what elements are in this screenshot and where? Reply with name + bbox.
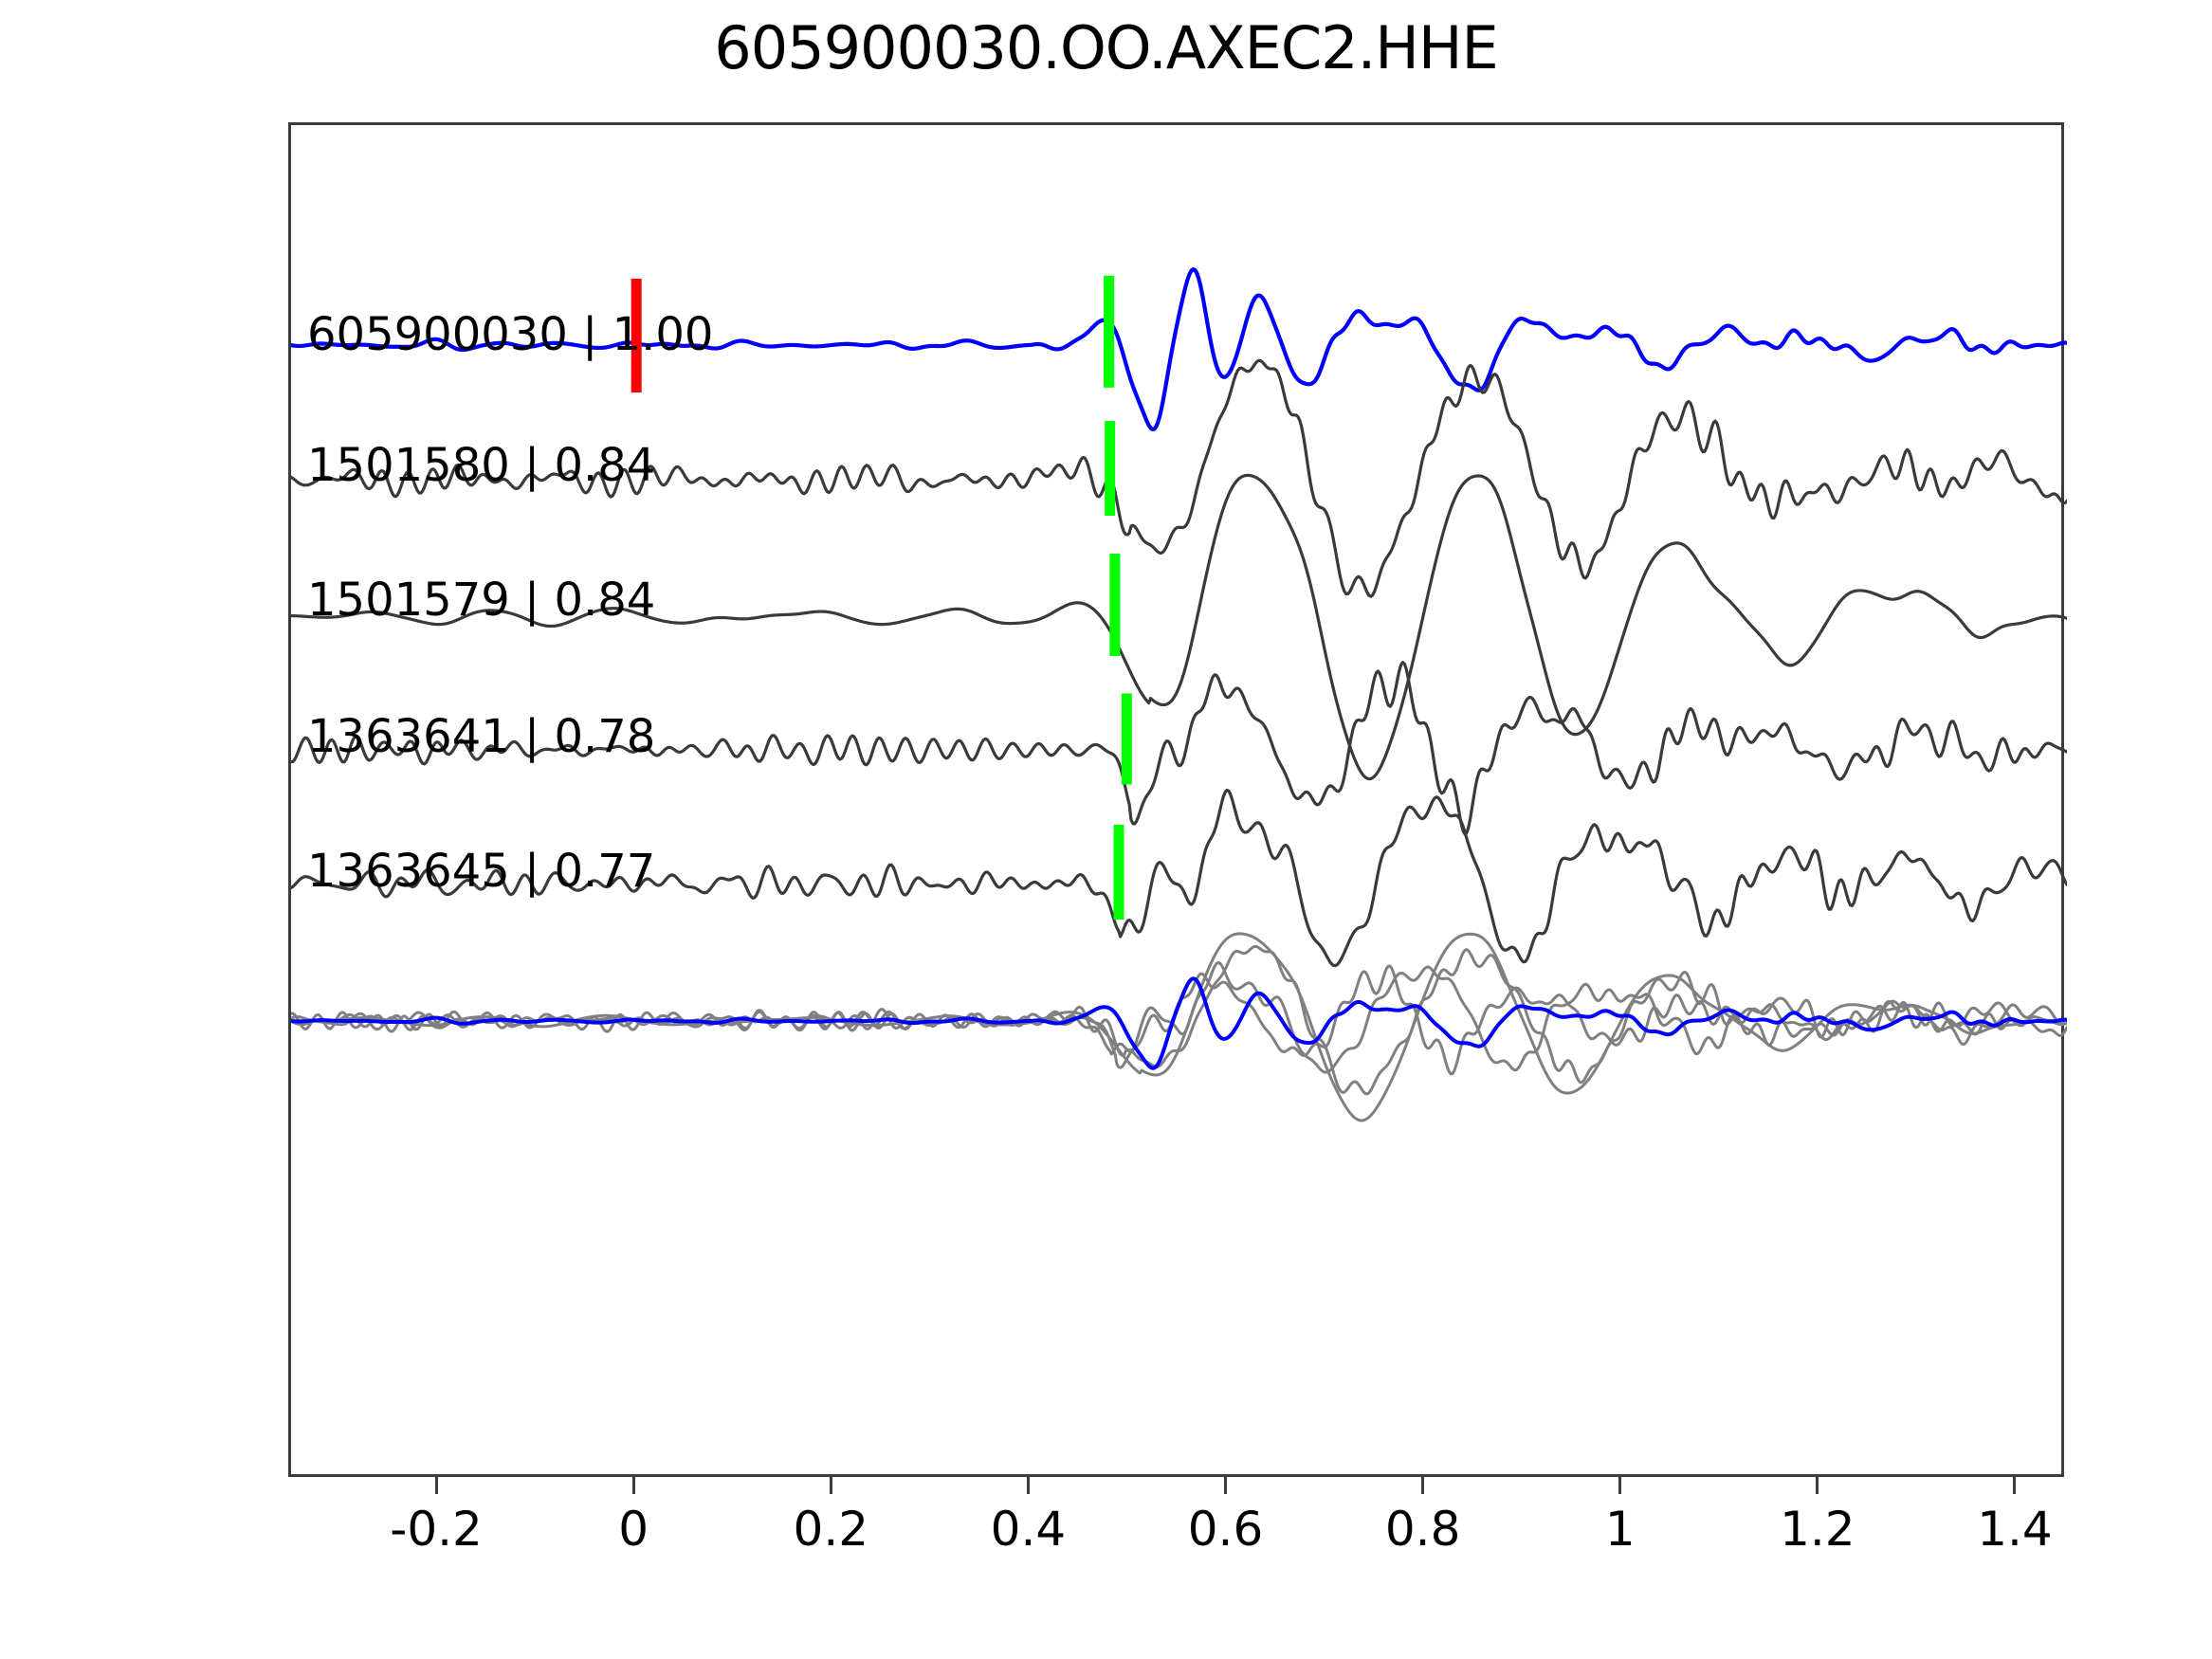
x-tick-label: 0.6 xyxy=(1187,1502,1264,1557)
x-axis-ticks: -0.2 0 0.2 0.4 0.6 0.8 1 1.2 1.4 xyxy=(288,1477,2064,1572)
waveform-line xyxy=(291,976,2067,1070)
x-tick-mark xyxy=(1816,1477,1819,1494)
x-tick-label: 0.8 xyxy=(1384,1502,1461,1557)
x-tick-label: 0 xyxy=(618,1502,649,1557)
waveform-line xyxy=(291,932,2067,1122)
x-tick-mark xyxy=(631,1477,635,1494)
x-tick-mark xyxy=(1618,1477,1622,1494)
waveform-line xyxy=(291,661,2067,836)
x-tick-label: 1.4 xyxy=(1977,1502,2053,1557)
waveform-line xyxy=(291,473,2067,781)
x-tick-label: 0.4 xyxy=(990,1502,1067,1557)
pick-marker-green-stack xyxy=(1104,343,1115,387)
x-tick-mark xyxy=(1026,1477,1030,1494)
x-tick-mark xyxy=(1224,1477,1228,1494)
pick-marker-green xyxy=(1113,825,1124,920)
x-tick-label: 1 xyxy=(1604,1502,1636,1557)
pick-marker-green xyxy=(1109,554,1121,657)
waveform-line xyxy=(291,960,2067,1074)
x-tick-mark xyxy=(1421,1477,1425,1494)
waveform-canvas xyxy=(291,266,2067,1122)
waveform-line xyxy=(291,358,2067,598)
plot-axes xyxy=(288,122,2067,1477)
pick-marker-green xyxy=(1121,693,1132,785)
x-tick-mark xyxy=(2013,1477,2017,1494)
origin-marker-red xyxy=(631,279,642,392)
pick-marker-green xyxy=(1104,275,1115,388)
pick-marker-green xyxy=(1105,421,1116,516)
x-tick-mark xyxy=(434,1477,438,1494)
waveform-line xyxy=(291,266,2067,431)
x-tick-mark xyxy=(829,1477,832,1494)
page-title: 605900030.OO.AXEC2.HHE xyxy=(714,13,1498,82)
x-tick-label: 0.2 xyxy=(793,1502,869,1557)
x-tick-label: 1.2 xyxy=(1780,1502,1856,1557)
waveform-line xyxy=(291,788,2067,968)
x-tick-label: -0.2 xyxy=(390,1502,483,1557)
